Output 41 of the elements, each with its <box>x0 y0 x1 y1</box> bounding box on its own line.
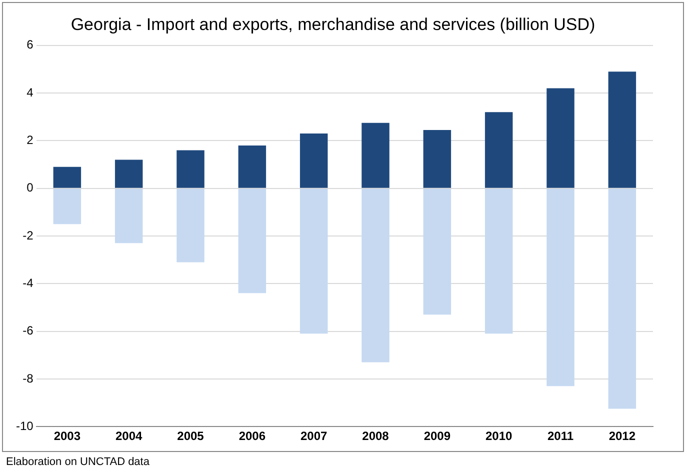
bar <box>484 112 513 188</box>
y-tick-label: -2 <box>22 228 34 242</box>
bar <box>238 188 266 294</box>
bar <box>546 188 574 386</box>
bar <box>546 88 574 188</box>
bar <box>176 188 204 262</box>
y-tick-label: 0 <box>26 180 34 195</box>
chart-title: Georgia - Import and exports, merchandise and services (billion USD) <box>70 14 596 34</box>
y-tick-label: 2 <box>26 133 34 148</box>
x-tick-label: 2004 <box>115 429 143 444</box>
bar <box>362 122 390 188</box>
bar <box>53 166 82 188</box>
x-tick-label: 2003 <box>54 429 81 444</box>
bar <box>484 188 513 334</box>
y-tick-label: -8 <box>22 371 34 386</box>
bar <box>300 188 328 334</box>
y-tick-label: 4 <box>26 85 34 100</box>
bar <box>608 188 636 409</box>
bar <box>362 188 390 362</box>
bar <box>608 72 636 188</box>
x-tick-label: 2010 <box>485 429 513 444</box>
x-tick-label: 2012 <box>608 429 636 444</box>
bar <box>300 134 328 188</box>
x-tick-label: 2011 <box>547 429 574 444</box>
bar <box>423 130 452 188</box>
bar <box>53 188 82 224</box>
bar <box>176 150 204 188</box>
bar <box>238 145 266 188</box>
x-tick-label: 2008 <box>362 429 390 444</box>
bar <box>114 188 143 244</box>
text: Elaboration on UNCTAD data <box>6 456 150 468</box>
x-tick-label: 2009 <box>424 429 451 444</box>
x-tick-label: 2006 <box>238 429 266 444</box>
x-tick-label: 2007 <box>300 429 328 444</box>
bar <box>114 160 143 188</box>
y-tick-label: 6 <box>26 38 34 52</box>
bar <box>423 188 452 315</box>
y-tick-label: -10 <box>16 418 34 433</box>
y-tick-label: -4 <box>22 276 34 290</box>
x-tick-label: 2005 <box>177 429 204 444</box>
y-tick-label: -6 <box>22 324 34 338</box>
